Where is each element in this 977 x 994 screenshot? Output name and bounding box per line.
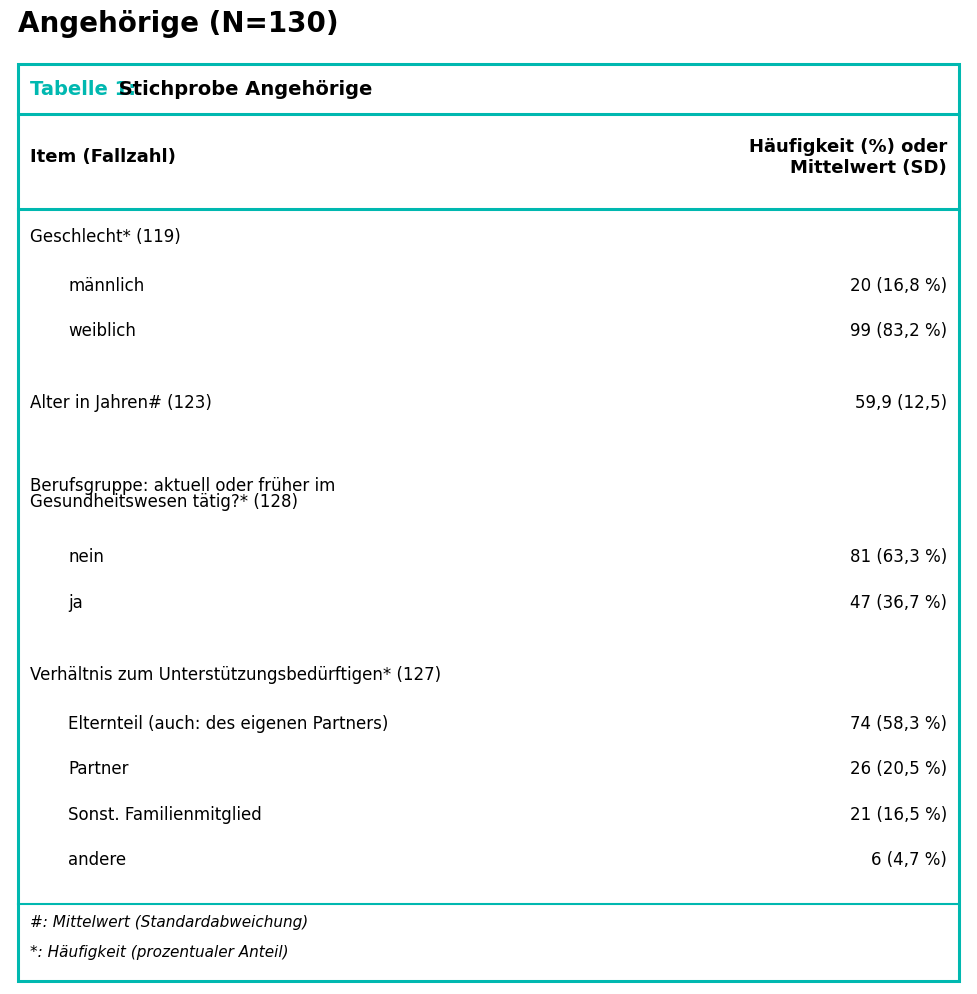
Text: 21 (16,5 %): 21 (16,5 %) <box>850 805 947 823</box>
Text: Verhältnis zum Unterstützungsbedürftigen* (127): Verhältnis zum Unterstützungsbedürftigen… <box>30 665 442 683</box>
Text: nein: nein <box>68 548 104 566</box>
Text: *: Häufigkeit (prozentualer Anteil): *: Häufigkeit (prozentualer Anteil) <box>30 944 288 959</box>
Text: Häufigkeit (%) oder
Mittelwert (SD): Häufigkeit (%) oder Mittelwert (SD) <box>748 138 947 177</box>
Text: Stichprobe Angehörige: Stichprobe Angehörige <box>112 81 372 99</box>
Text: Geschlecht* (119): Geschlecht* (119) <box>30 228 181 246</box>
Text: Gesundheitswesen tätig?* (128): Gesundheitswesen tätig?* (128) <box>30 492 298 510</box>
Text: männlich: männlich <box>68 276 145 295</box>
Text: Item (Fallzahl): Item (Fallzahl) <box>30 148 176 166</box>
Text: 20 (16,8 %): 20 (16,8 %) <box>850 276 947 295</box>
Text: Berufsgruppe: aktuell oder früher im: Berufsgruppe: aktuell oder früher im <box>30 476 335 494</box>
Text: #: Mittelwert (Standardabweichung): #: Mittelwert (Standardabweichung) <box>30 914 309 929</box>
Text: 81 (63,3 %): 81 (63,3 %) <box>850 548 947 566</box>
Text: Angehörige (N=130): Angehörige (N=130) <box>18 10 339 38</box>
Text: Sonst. Familienmitglied: Sonst. Familienmitglied <box>68 805 262 823</box>
Text: ja: ja <box>68 593 83 611</box>
Text: 74 (58,3 %): 74 (58,3 %) <box>850 715 947 733</box>
Text: Alter in Jahren# (123): Alter in Jahren# (123) <box>30 394 212 412</box>
Text: Elternteil (auch: des eigenen Partners): Elternteil (auch: des eigenen Partners) <box>68 715 389 733</box>
Text: andere: andere <box>68 850 126 868</box>
Text: 6 (4,7 %): 6 (4,7 %) <box>871 850 947 868</box>
Text: 99 (83,2 %): 99 (83,2 %) <box>850 322 947 340</box>
Text: 26 (20,5 %): 26 (20,5 %) <box>850 759 947 777</box>
Text: Tabelle 1:: Tabelle 1: <box>30 81 136 99</box>
Text: 47 (36,7 %): 47 (36,7 %) <box>850 593 947 611</box>
Text: weiblich: weiblich <box>68 322 136 340</box>
Text: Partner: Partner <box>68 759 129 777</box>
Text: 59,9 (12,5): 59,9 (12,5) <box>855 394 947 412</box>
